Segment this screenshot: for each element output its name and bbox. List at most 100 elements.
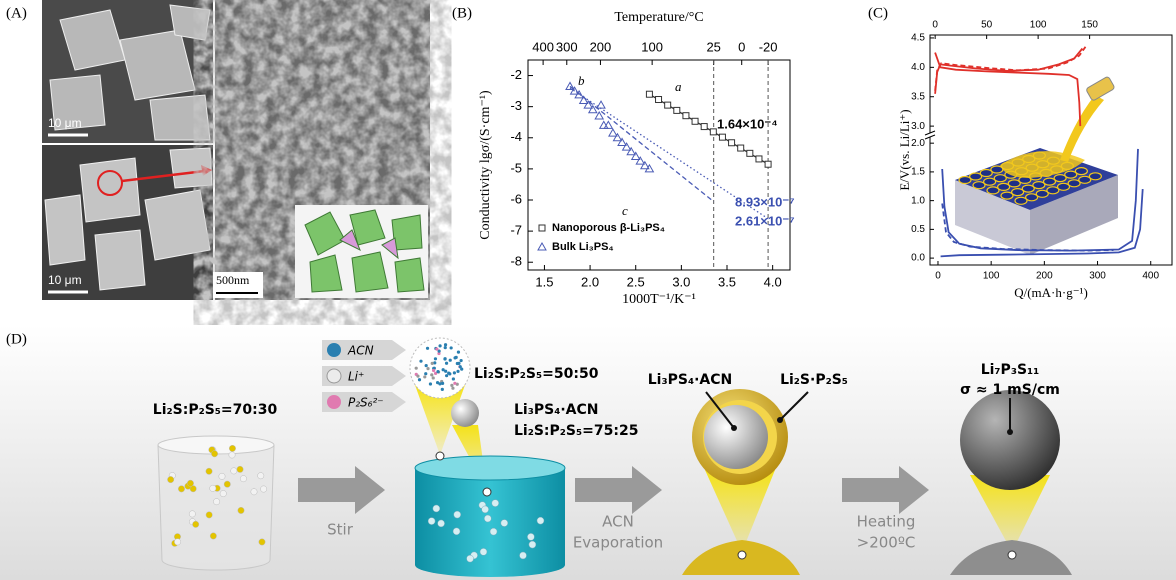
data-point — [701, 124, 707, 130]
particle — [492, 500, 499, 507]
species-dot — [444, 346, 447, 349]
marker-ring — [436, 452, 444, 460]
data-point — [674, 107, 680, 113]
particle — [980, 170, 992, 177]
data-point — [656, 97, 662, 103]
particle — [480, 548, 487, 555]
species-dot — [453, 371, 456, 374]
species-dot — [441, 382, 444, 385]
particle — [259, 539, 265, 545]
species-dot — [419, 360, 422, 363]
particle — [219, 473, 225, 479]
species-dot — [416, 374, 419, 377]
data-point — [756, 156, 762, 162]
species-dot — [430, 373, 433, 376]
x2-tick-label: -20 — [759, 39, 778, 54]
particle — [438, 520, 445, 527]
species-legend: ACN Li⁺ P₂S₆²⁻ — [322, 340, 406, 412]
y-tick-label: 1.0 — [911, 195, 925, 206]
marker-ring — [738, 551, 746, 559]
scale-bar-label: 500nm — [216, 273, 250, 287]
particle — [1075, 168, 1087, 175]
particle — [520, 552, 527, 559]
x-tick-label: 0 — [935, 271, 941, 282]
y-tick-label: -4 — [510, 129, 522, 144]
curve — [935, 49, 1082, 94]
x2-tick-label: 100 — [641, 39, 663, 54]
data-point — [627, 148, 635, 155]
x2-tick-label: 200 — [590, 39, 612, 54]
y-tick-label: -7 — [510, 223, 522, 238]
pointer-dot — [1007, 429, 1013, 435]
decoration — [150, 95, 210, 140]
legend-marker — [538, 243, 546, 250]
curve — [935, 47, 1085, 91]
data-point — [729, 140, 735, 146]
data-point — [692, 118, 698, 124]
data-point — [609, 129, 617, 136]
x-tick-label: 200 — [1036, 271, 1053, 282]
particle — [1079, 176, 1091, 183]
species-dot — [438, 344, 441, 347]
x-tick-label: 4.0 — [764, 274, 782, 289]
y-tick-label: 4.5 — [911, 33, 925, 44]
data-point — [765, 161, 771, 167]
species-dot — [459, 365, 462, 368]
particle — [1047, 187, 1059, 194]
beaker — [1086, 76, 1116, 101]
particle — [453, 528, 460, 535]
x2-tick-label: 400 — [532, 39, 554, 54]
particle — [527, 533, 534, 540]
beaker — [158, 445, 274, 570]
scale-bar-label: 10 μm — [48, 116, 82, 130]
species-dot — [460, 359, 463, 362]
particle — [484, 515, 491, 522]
marker-ring — [483, 488, 491, 496]
particle — [229, 452, 235, 458]
y-tick-label: -3 — [510, 98, 522, 113]
x-axis-title: 1000T⁻¹/K⁻¹ — [622, 292, 696, 307]
plot-frame — [528, 60, 790, 270]
species-label: Li₂S·P₂S₅ — [780, 372, 848, 388]
panel-d: (D) Li₂S:P₂S₅=70:30 Stir ACN Li⁺ P₂S₆²⁻ … — [0, 325, 1176, 580]
ratio-label: Li₂S:P₂S₅=70:30 — [153, 402, 278, 418]
species-dot — [457, 362, 460, 365]
legend-marker — [539, 225, 545, 231]
species-dot — [441, 388, 444, 391]
decoration — [80, 158, 140, 222]
species-dot — [450, 346, 453, 349]
particle — [213, 498, 219, 504]
y-tick-label: 3.5 — [911, 91, 925, 102]
x-tick-label: 300 — [1089, 271, 1106, 282]
particle — [482, 506, 489, 513]
data-point — [738, 145, 744, 151]
species-dot — [415, 367, 418, 370]
particle — [428, 518, 435, 525]
particle — [1026, 194, 1038, 201]
particle — [206, 512, 212, 518]
particle — [187, 480, 193, 486]
x2-tick-label: 0 — [932, 20, 938, 31]
panel-a: (A) 10 μm 10 μm 500nm — [6, 0, 430, 300]
y-tick-label: 0.0 — [911, 253, 925, 264]
pointer-dot — [777, 417, 783, 423]
data-point — [683, 113, 689, 119]
fit-line — [570, 86, 714, 201]
species-dot — [432, 376, 435, 379]
particle — [178, 486, 184, 492]
species-label: Li₇P₃S₁₁ — [981, 362, 1040, 378]
particle — [258, 473, 264, 479]
species-dot — [425, 364, 428, 367]
annotation: 1.64×10⁻⁴ — [717, 116, 778, 131]
species-dot — [456, 370, 459, 373]
x2-tick-label: 150 — [1081, 20, 1098, 31]
particle — [1089, 173, 1101, 180]
panel-label: (D) — [6, 331, 27, 347]
particle — [1058, 183, 1070, 190]
particle — [238, 507, 244, 513]
process-label: >200ºC — [857, 534, 916, 552]
y-tick-label: 1.5 — [911, 167, 925, 178]
y-axis-title: E/V(vs. Li/Li⁺) — [897, 109, 912, 190]
x2-axis-title: Temperature/°C — [614, 10, 703, 25]
species-dot — [452, 377, 455, 380]
